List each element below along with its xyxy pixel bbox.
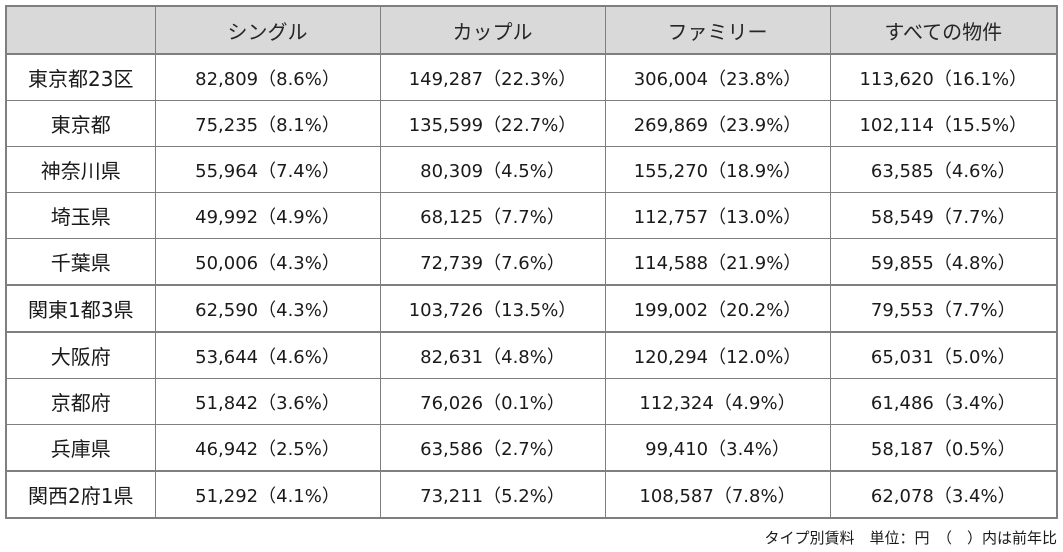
table-row: 関西2府1県 51,292（4.1%） 73,211（5.2%） 108,587… <box>5 470 1058 519</box>
couple-cell: 135,599（22.7%） <box>379 100 606 147</box>
family-cell: 269,869（23.9%） <box>604 100 831 147</box>
couple-cell: 72,739（7.6%） <box>379 238 606 286</box>
couple-cell: 82,631（4.8%） <box>379 331 606 379</box>
single-cell: 55,964（7.4%） <box>154 146 381 193</box>
header-single: シングル <box>154 5 381 55</box>
region-cell: 関東1都3県 <box>5 284 156 333</box>
couple-cell: 149,287（22.3%） <box>379 53 606 101</box>
all-cell: 62,078（3.4%） <box>829 470 1058 519</box>
region-cell: 京都府 <box>5 378 156 425</box>
all-cell: 79,553（7.7%） <box>829 284 1058 333</box>
table-row: 千葉県 50,006（4.3%） 72,739（7.6%） 114,588（21… <box>5 238 1058 286</box>
all-cell: 58,549（7.7%） <box>829 192 1058 239</box>
table-row: 東京都 75,235（8.1%） 135,599（22.7%） 269,869（… <box>5 100 1058 147</box>
family-cell: 199,002（20.2%） <box>604 284 831 333</box>
all-cell: 59,855（4.8%） <box>829 238 1058 286</box>
table-footnote: タイプ別賃料 単位：円 （ ）内は前年比 <box>764 529 1057 547</box>
region-cell: 神奈川県 <box>5 146 156 193</box>
table-row: 関東1都3県 62,590（4.3%） 103,726（13.5%） 199,0… <box>5 284 1058 333</box>
family-cell: 155,270（18.9%） <box>604 146 831 193</box>
family-cell: 120,294（12.0%） <box>604 331 831 379</box>
region-cell: 東京都 <box>5 100 156 147</box>
table-row: 東京都23区 82,809（8.6%） 149,287（22.3%） 306,0… <box>5 53 1058 101</box>
header-region <box>5 5 156 55</box>
single-cell: 46,942（2.5%） <box>154 424 381 472</box>
single-cell: 82,809（8.6%） <box>154 53 381 101</box>
family-cell: 108,587（7.8%） <box>604 470 831 519</box>
region-cell: 大阪府 <box>5 331 156 379</box>
single-cell: 51,842（3.6%） <box>154 378 381 425</box>
couple-cell: 76,026（0.1%） <box>379 378 606 425</box>
header-couple: カップル <box>379 5 606 55</box>
family-cell: 112,757（13.0%） <box>604 192 831 239</box>
single-cell: 62,590（4.3%） <box>154 284 381 333</box>
couple-cell: 80,309（4.5%） <box>379 146 606 193</box>
single-cell: 75,235（8.1%） <box>154 100 381 147</box>
family-cell: 112,324（4.9%） <box>604 378 831 425</box>
couple-cell: 68,125（7.7%） <box>379 192 606 239</box>
family-cell: 99,410（3.4%） <box>604 424 831 472</box>
all-cell: 102,114（15.5%） <box>829 100 1058 147</box>
single-cell: 49,992（4.9%） <box>154 192 381 239</box>
header-all: すべての物件 <box>829 5 1058 55</box>
table-row: 兵庫県 46,942（2.5%） 63,586（2.7%） 99,410（3.4… <box>5 424 1058 472</box>
table-row: 大阪府 53,644（4.6%） 82,631（4.8%） 120,294（12… <box>5 331 1058 379</box>
all-cell: 113,620（16.1%） <box>829 53 1058 101</box>
single-cell: 53,644（4.6%） <box>154 331 381 379</box>
couple-cell: 73,211（5.2%） <box>379 470 606 519</box>
region-cell: 千葉県 <box>5 238 156 286</box>
table-row: 埼玉県 49,992（4.9%） 68,125（7.7%） 112,757（13… <box>5 192 1058 239</box>
all-cell: 61,486（3.4%） <box>829 378 1058 425</box>
region-cell: 東京都23区 <box>5 53 156 101</box>
table-row: 神奈川県 55,964（7.4%） 80,309（4.5%） 155,270（1… <box>5 146 1058 193</box>
region-cell: 埼玉県 <box>5 192 156 239</box>
family-cell: 114,588（21.9%） <box>604 238 831 286</box>
couple-cell: 103,726（13.5%） <box>379 284 606 333</box>
family-cell: 306,004（23.8%） <box>604 53 831 101</box>
all-cell: 58,187（0.5%） <box>829 424 1058 472</box>
region-cell: 兵庫県 <box>5 424 156 472</box>
rent-table: シングル カップル ファミリー すべての物件 東京都23区 82,809（8.6… <box>5 5 1058 519</box>
couple-cell: 63,586（2.7%） <box>379 424 606 472</box>
header-family: ファミリー <box>604 5 831 55</box>
all-cell: 65,031（5.0%） <box>829 331 1058 379</box>
table-row: 京都府 51,842（3.6%） 76,026（0.1%） 112,324（4.… <box>5 378 1058 425</box>
all-cell: 63,585（4.6%） <box>829 146 1058 193</box>
single-cell: 50,006（4.3%） <box>154 238 381 286</box>
region-cell: 関西2府1県 <box>5 470 156 519</box>
single-cell: 51,292（4.1%） <box>154 470 381 519</box>
header-row: シングル カップル ファミリー すべての物件 <box>5 5 1058 55</box>
